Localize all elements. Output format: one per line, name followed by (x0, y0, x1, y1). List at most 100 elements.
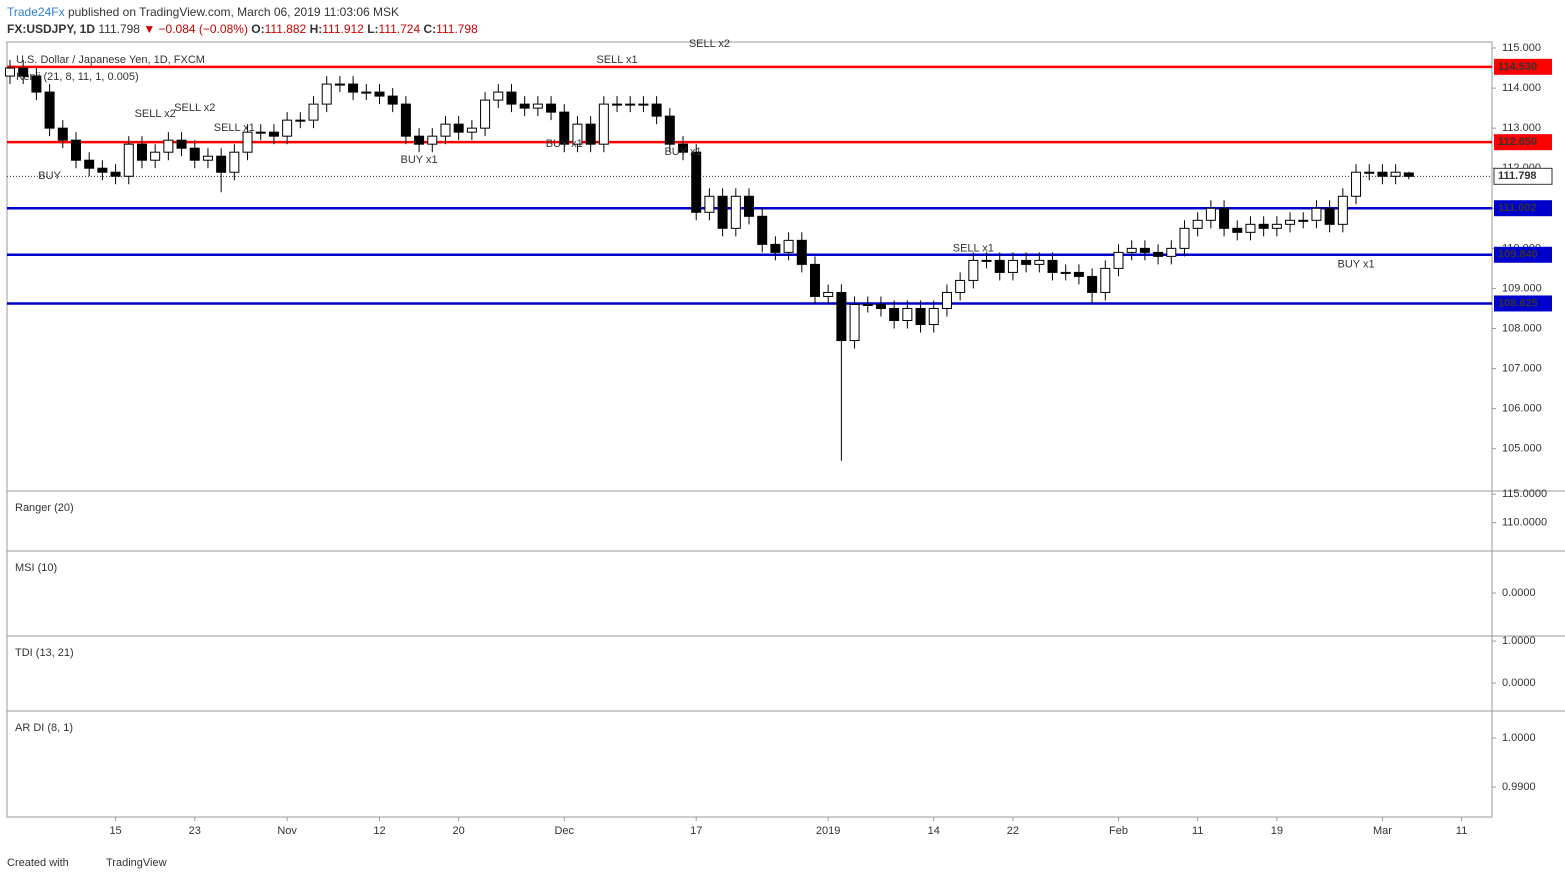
candle-body (625, 103, 636, 106)
candle-body (400, 103, 411, 137)
candle-body (229, 151, 240, 173)
x-tick-label: Feb (1109, 825, 1128, 837)
signal-label: BUY x1 (664, 146, 701, 158)
candle-body (242, 131, 253, 153)
candle-body (981, 259, 992, 262)
x-tick-label: 23 (189, 825, 201, 837)
candle-body (110, 171, 121, 177)
candle-body (1047, 259, 1058, 273)
candle-body (44, 91, 55, 129)
candle-body (955, 279, 966, 293)
candle-body (1153, 251, 1164, 257)
chart-title: U.S. Dollar / Japanese Yen, 1D, FXCM (16, 54, 205, 66)
candle-body (1021, 259, 1032, 265)
candle-body (136, 143, 147, 161)
candle-body (70, 139, 81, 161)
candle-body (809, 263, 820, 297)
candle-body (1324, 207, 1335, 225)
candle-body (915, 307, 926, 326)
candle-body (796, 239, 807, 265)
candle-body (1034, 259, 1045, 265)
change: ▼ −0.084 (−0.08%) (143, 22, 248, 36)
pane-tick-label: 0.0000 (1502, 587, 1536, 599)
candle-body (1007, 259, 1018, 273)
symbol: FX:USDJPY, 1D (7, 22, 95, 36)
candle-body (1126, 247, 1137, 253)
pane-tick-label: 1.0000 (1502, 732, 1536, 744)
candle-body (638, 103, 649, 106)
signal-label: BUY (38, 170, 61, 182)
candle-body (255, 131, 266, 134)
pane-title: AR DI (8, 1) (15, 722, 73, 734)
x-tick-label: 15 (109, 825, 121, 837)
y-tick-label: 108.000 (1502, 322, 1542, 334)
x-tick-label: Dec (554, 825, 574, 837)
candle-body (1245, 223, 1256, 233)
candle-body (308, 103, 319, 121)
publisher[interactable]: Trade24Fx (7, 5, 65, 19)
candle-body (1285, 219, 1296, 225)
last-price-box (1493, 167, 1553, 185)
quote-line: FX:USDJPY, 1D 111.798 ▼ −0.084 (−0.08%) … (7, 22, 478, 36)
candle-body (757, 215, 768, 245)
x-tick-label: 11 (1192, 825, 1203, 837)
level-box (1494, 134, 1552, 151)
candle-body (1298, 219, 1309, 222)
last: 111.798 (98, 22, 140, 36)
candle-body (1139, 247, 1150, 253)
candle-body (1179, 227, 1190, 249)
candle-body (361, 91, 372, 94)
x-tick-label: 19 (1271, 825, 1283, 837)
signal-label: BUY x1 (546, 138, 583, 150)
candle-body (268, 131, 279, 137)
candle-body (862, 303, 873, 306)
candle-body (744, 195, 754, 217)
candle-body (889, 307, 900, 321)
candle-body (84, 159, 95, 169)
signal-label: BUY x1 (1337, 258, 1374, 270)
candle-body (414, 135, 425, 145)
candle-body (572, 123, 583, 145)
candle-body (1364, 171, 1375, 174)
candle-body (968, 259, 979, 281)
signal-label: SELL x1 (214, 122, 255, 134)
candle-body (717, 195, 728, 229)
pane-title: Ranger (20) (15, 502, 74, 514)
y-tick-label: 107.000 (1502, 362, 1542, 374)
candle-body (598, 103, 609, 145)
indicator-title: Kenji (21, 8, 11, 1, 0.005) (16, 71, 139, 83)
candle-body (546, 103, 557, 113)
candle-body (493, 91, 504, 101)
footer-created: Created with (7, 857, 69, 869)
candle-body (57, 127, 68, 141)
c: 111.798 (436, 22, 478, 36)
pane-tick-label: 110.0000 (1502, 517, 1547, 529)
level-label: 112.650 (1498, 136, 1537, 148)
candle-body (295, 119, 306, 122)
signal-label: SELL x2 (689, 38, 730, 50)
candle-body (1219, 207, 1230, 229)
x-tick-label: 2019 (816, 825, 840, 837)
candle-body (506, 91, 517, 105)
pane-tick-label: 115.0000 (1502, 488, 1547, 500)
level-label: 108.625 (1498, 297, 1538, 309)
o-label: O: (251, 22, 264, 36)
candle-body (480, 99, 491, 129)
candle-body (440, 123, 451, 137)
candle-body (163, 139, 174, 153)
candle-body (321, 83, 332, 105)
y-tick-label: 115.000 (1502, 42, 1541, 54)
candle-body (823, 291, 834, 297)
candle-body (849, 303, 860, 342)
candle-body (282, 119, 293, 137)
y-tick-label: 109.000 (1502, 282, 1542, 294)
signal-label: BUY x1 (401, 154, 438, 166)
candle-body (123, 143, 134, 177)
candle-body (651, 103, 662, 117)
footer-brand[interactable]: TradingView (106, 857, 167, 869)
candle-body (31, 75, 42, 93)
candle-body (519, 103, 530, 109)
l-label: L: (367, 22, 378, 36)
signal-label: SELL x2 (135, 108, 176, 120)
